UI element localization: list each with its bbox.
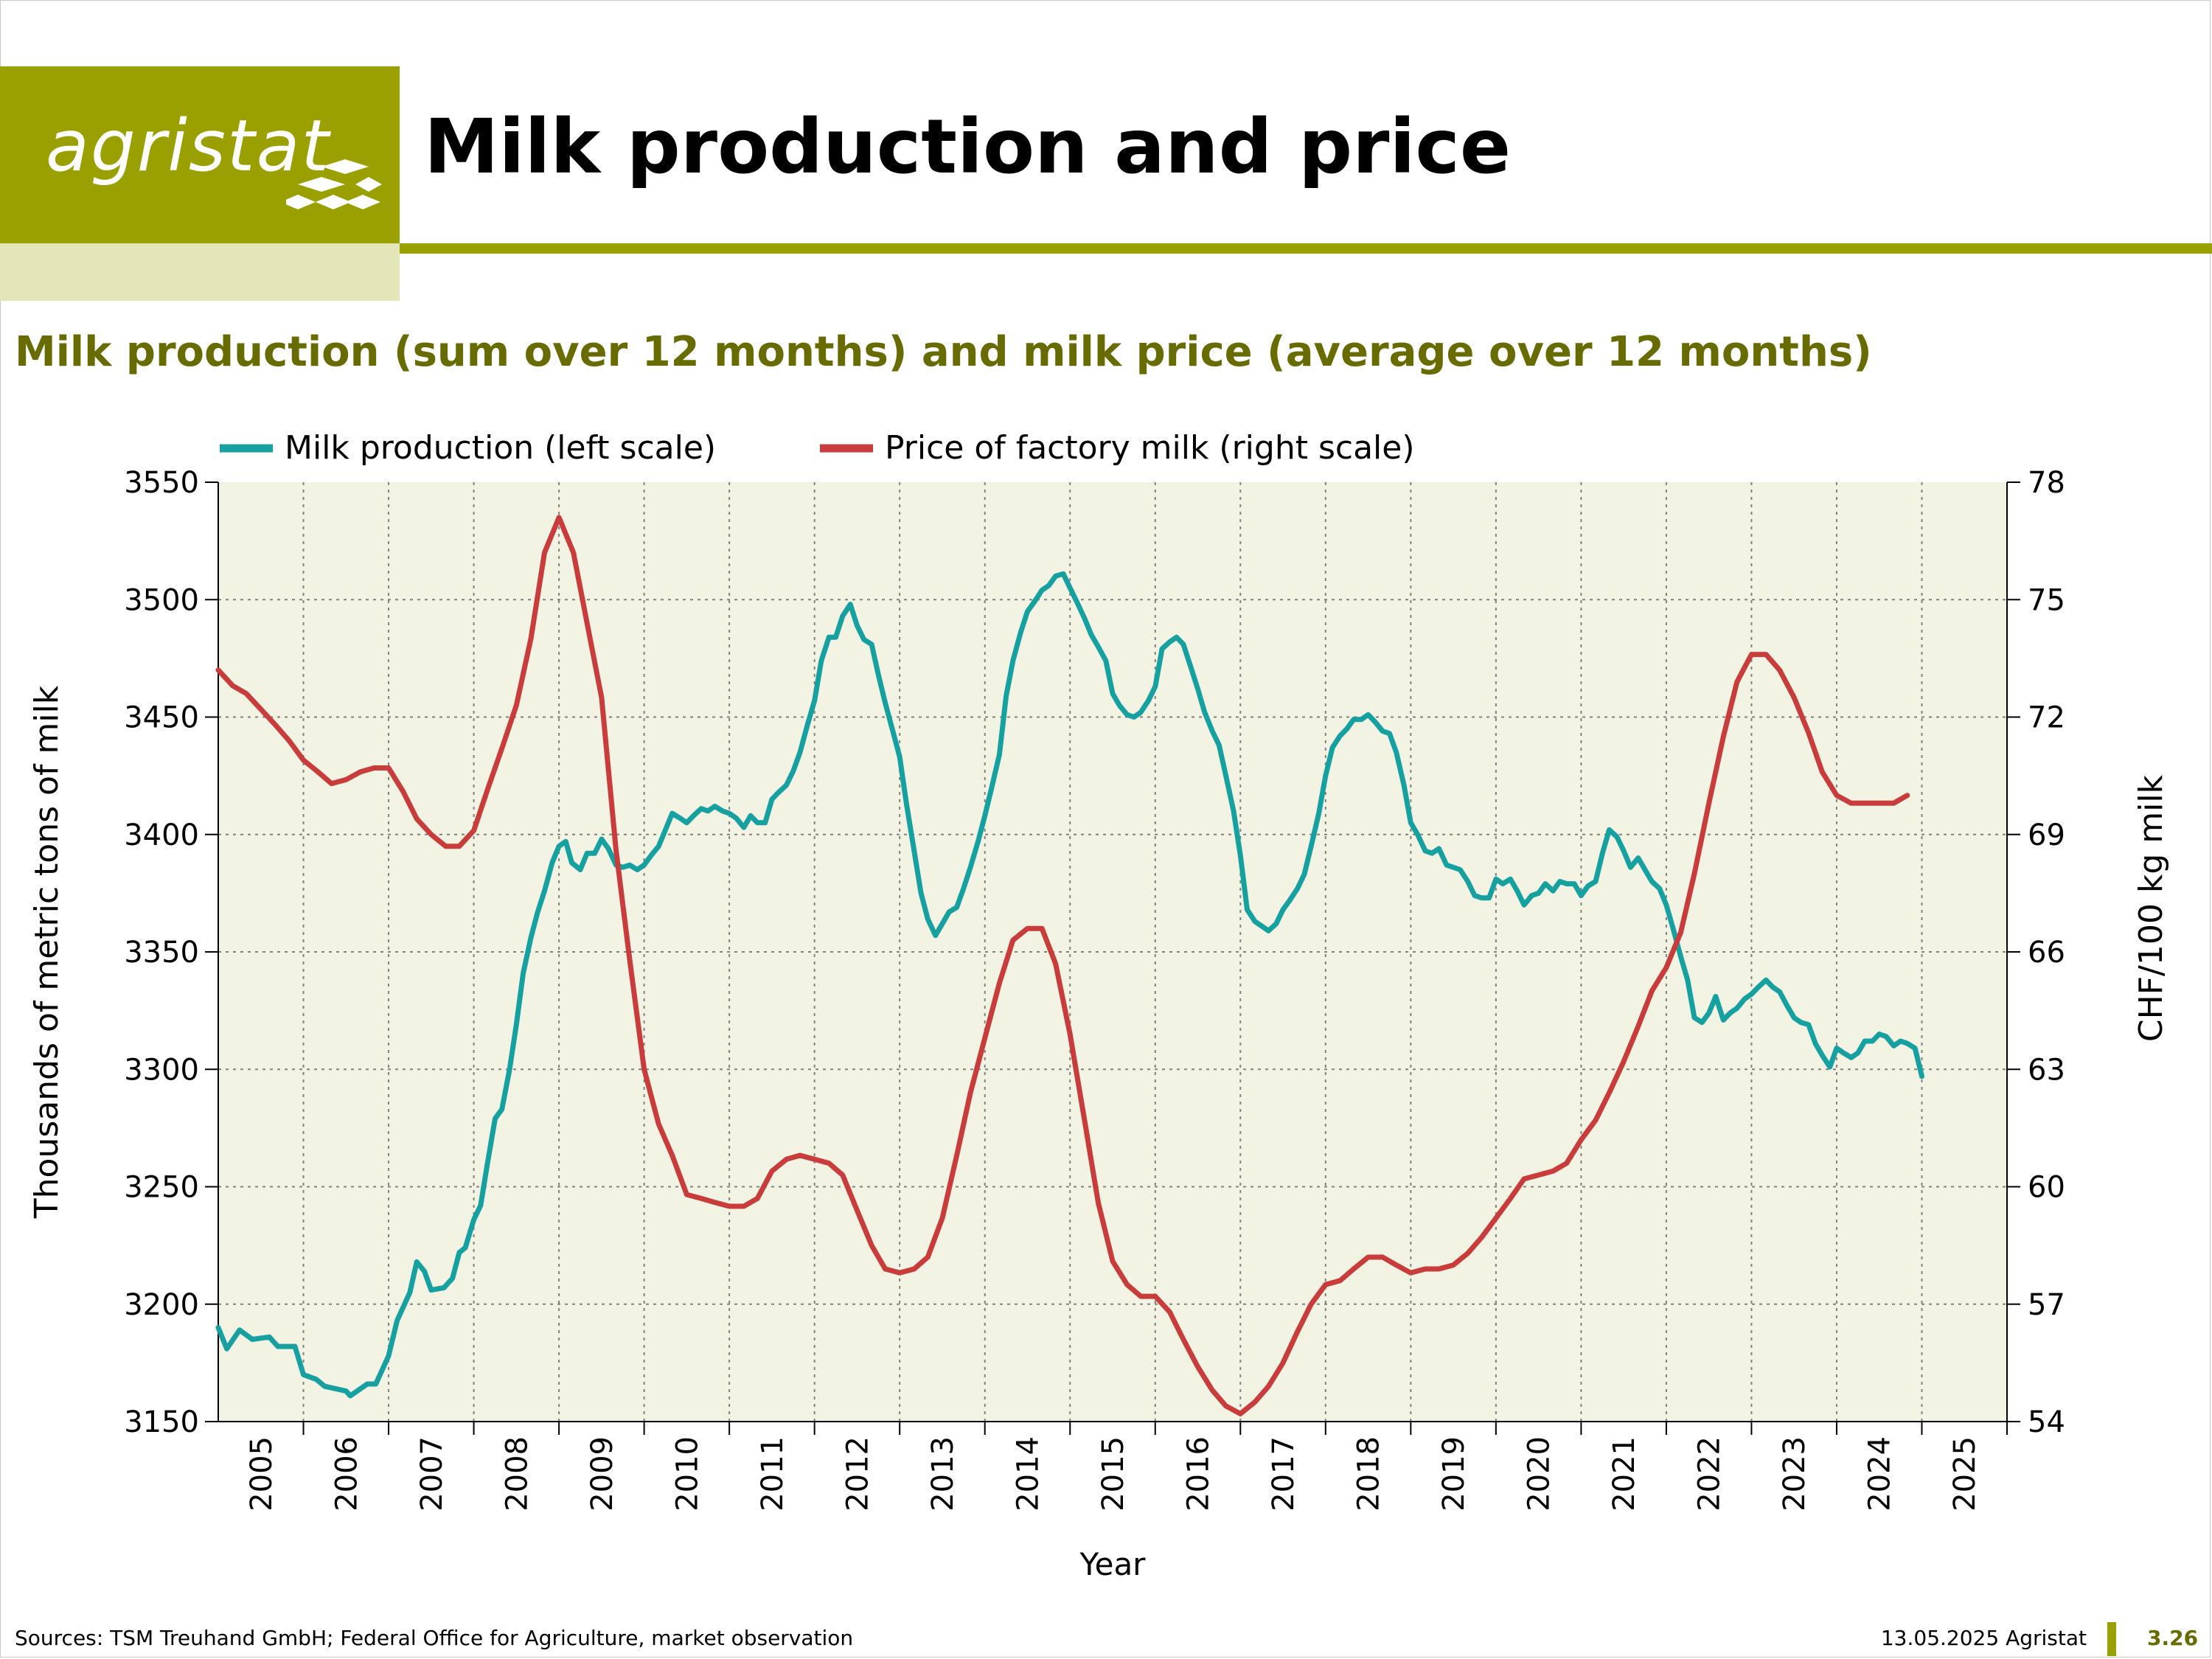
agristat-logo — [0, 66, 400, 243]
x-tick-label: 2005 — [245, 1436, 279, 1512]
y-left-tick-label: 3350 — [124, 936, 199, 970]
logo-text: agristat — [46, 105, 331, 187]
chart: 3150 3200 3250 3300 3350 3400 3450 3500 3550 54 57… — [28, 429, 2170, 1582]
x-tick-label: 2016 — [1182, 1436, 1216, 1512]
x-tick-label: 2008 — [500, 1436, 534, 1512]
x-tick-label: 2014 — [1011, 1436, 1045, 1512]
x-tick-label: 2022 — [1693, 1436, 1727, 1512]
logo-diamond-icon — [286, 159, 382, 209]
y-left-tick-label: 3200 — [124, 1288, 199, 1322]
x-tick-label: 2021 — [1607, 1436, 1641, 1512]
price-series-line — [215, 515, 1910, 1416]
x-tick-label: 2012 — [841, 1436, 874, 1512]
y-right-tick-label: 60 — [2028, 1171, 2065, 1205]
x-tick-label: 2013 — [926, 1436, 960, 1512]
x-tick-label: 2006 — [330, 1436, 364, 1512]
page-title: Milk production and price — [424, 103, 1512, 191]
header-rule — [400, 243, 2212, 254]
x-tick-label: 2020 — [1523, 1436, 1557, 1512]
y-right-tick-label: 72 — [2028, 701, 2065, 735]
x-tick-label: 2015 — [1096, 1436, 1130, 1512]
y-left-tick-label: 3450 — [124, 701, 199, 735]
x-tick-label: 2024 — [1863, 1436, 1897, 1512]
y-right-tick-label: 57 — [2028, 1288, 2065, 1322]
footer-date: 13.05.2025 Agristat — [1880, 1626, 2087, 1650]
production-series-line — [215, 571, 1924, 1399]
y-right-tick-label: 66 — [2028, 936, 2065, 970]
x-tick-label: 2009 — [585, 1436, 619, 1512]
y-right-tick-label: 63 — [2028, 1053, 2065, 1087]
y-left-axis-title: Thousands of metric tons of milk — [28, 685, 66, 1219]
chart-subtitle: Milk production (sum over 12 months) and… — [15, 328, 1872, 376]
x-tick-label: 2017 — [1267, 1436, 1301, 1512]
page-number: 3.26 — [2147, 1626, 2199, 1650]
y-left-tick-label: 3550 — [124, 466, 199, 500]
y-left-tick-label: 3500 — [124, 583, 199, 617]
y-left-tick-label: 3300 — [124, 1053, 199, 1087]
x-tick-label: 2023 — [1778, 1436, 1812, 1512]
y-left-tick-label: 3250 — [124, 1171, 199, 1205]
legend-label: Price of factory milk (right scale) — [885, 429, 1415, 467]
x-tick-label: 2007 — [415, 1436, 449, 1512]
y-right-tick-label: 54 — [2028, 1405, 2065, 1439]
logo-band — [0, 243, 400, 301]
legend-label: Milk production (left scale) — [285, 429, 716, 467]
y-left-tick-label: 3150 — [124, 1405, 199, 1439]
sources-note: Sources: TSM Treuhand GmbH; Federal Offi… — [15, 1626, 854, 1650]
y-right-tick-label: 69 — [2028, 818, 2065, 852]
y-right-tick-label: 78 — [2028, 466, 2065, 500]
y-left-tick-label: 3400 — [124, 818, 199, 852]
x-tick-label: 2011 — [756, 1436, 790, 1512]
x-axis-title: Year — [1079, 1546, 1147, 1582]
footer-divider — [2107, 1622, 2116, 1656]
x-tick-label: 2018 — [1352, 1436, 1386, 1512]
x-tick-label: 2010 — [670, 1436, 704, 1512]
y-right-tick-label: 75 — [2028, 583, 2065, 617]
x-tick-label: 2019 — [1437, 1436, 1471, 1512]
y-right-axis-title: CHF/100 kg milk — [2132, 774, 2170, 1042]
x-tick-label: 2025 — [1948, 1436, 1982, 1512]
